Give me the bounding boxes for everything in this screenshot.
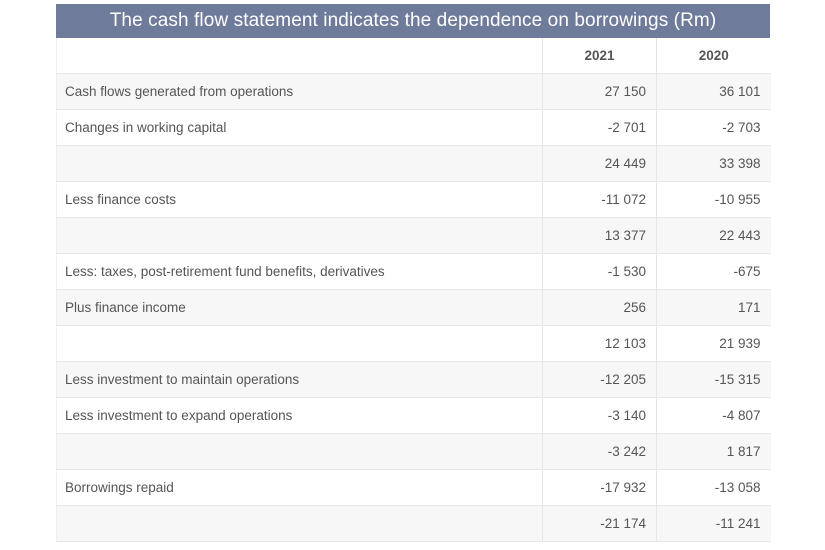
value-2021: 256 [542, 289, 657, 326]
value-2021: -3 242 [542, 433, 657, 470]
table-title: The cash flow statement indicates the de… [56, 4, 770, 38]
value-2021: -12 205 [542, 361, 657, 398]
row-label [56, 505, 543, 542]
value-2020: -11 241 [656, 505, 771, 542]
table-row: Less investment to maintain operations -… [56, 361, 771, 398]
value-2020: 36 101 [656, 73, 771, 110]
value-2020: 33 398 [656, 145, 771, 182]
header-2021: 2021 [542, 38, 657, 74]
value-2020: 1 817 [656, 433, 771, 470]
row-label: Borrowings repaid [56, 469, 543, 506]
value-2020: -2 703 [656, 109, 771, 146]
row-label [56, 217, 543, 254]
header-2020: 2020 [656, 38, 771, 74]
value-2020: 22 443 [656, 217, 771, 254]
row-label [56, 145, 543, 182]
row-label [56, 325, 543, 362]
row-label: Changes in working capital [56, 109, 543, 146]
row-label: Plus finance income [56, 289, 543, 326]
value-2021: -3 140 [542, 397, 657, 434]
table-row: Plus finance income 256 171 [56, 289, 771, 326]
table-row: Less finance costs -11 072 -10 955 [56, 181, 771, 218]
value-2021: -1 530 [542, 253, 657, 290]
value-2020: -13 058 [656, 469, 771, 506]
table-row: Cash flows generated from operations 27 … [56, 73, 771, 110]
value-2021: -17 932 [542, 469, 657, 506]
value-2020: -675 [656, 253, 771, 290]
value-2020: -15 315 [656, 361, 771, 398]
table-row: 24 449 33 398 [56, 145, 771, 182]
table-row: -21 174 -11 241 [56, 505, 771, 542]
table-row: 13 377 22 443 [56, 217, 771, 254]
value-2021: 27 150 [542, 73, 657, 110]
value-2021: 13 377 [542, 217, 657, 254]
table-row: Changes in working capital -2 701 -2 703 [56, 109, 771, 146]
row-label: Less investment to maintain operations [56, 361, 543, 398]
row-label: Cash flows generated from operations [56, 73, 543, 110]
table-row: 12 103 21 939 [56, 325, 771, 362]
cash-flow-table-container: The cash flow statement indicates the de… [56, 4, 771, 542]
value-2021: 12 103 [542, 325, 657, 362]
value-2021: -21 174 [542, 505, 657, 542]
value-2021: -2 701 [542, 109, 657, 146]
value-2021: -11 072 [542, 181, 657, 218]
value-2021: 24 449 [542, 145, 657, 182]
value-2020: 171 [656, 289, 771, 326]
row-label: Less: taxes, post-retirement fund benefi… [56, 253, 543, 290]
header-label-column [56, 38, 543, 74]
header-row: 2021 2020 [56, 38, 771, 74]
table-row: Less: taxes, post-retirement fund benefi… [56, 253, 771, 290]
row-label: Less investment to expand operations [56, 397, 543, 434]
value-2020: 21 939 [656, 325, 771, 362]
row-label [56, 433, 543, 470]
table-row: -3 242 1 817 [56, 433, 771, 470]
row-label: Less finance costs [56, 181, 543, 218]
table-row: Borrowings repaid -17 932 -13 058 [56, 469, 771, 506]
value-2020: -4 807 [656, 397, 771, 434]
cash-flow-table: 2021 2020 Cash flows generated from oper… [56, 38, 771, 542]
value-2020: -10 955 [656, 181, 771, 218]
table-row: Less investment to expand operations -3 … [56, 397, 771, 434]
